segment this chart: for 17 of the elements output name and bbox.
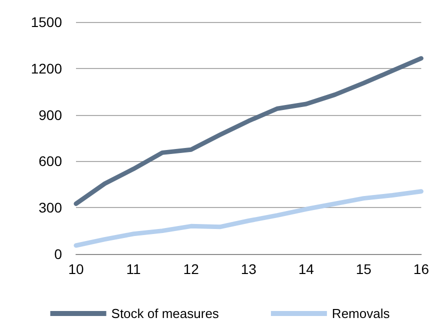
y-tick-label: 1200 [30,60,62,76]
x-tick-label: 12 [183,261,200,277]
x-tick-label: 11 [126,261,142,277]
legend-label: Removals [332,306,390,321]
x-tick-label: 15 [356,261,372,277]
y-tick-label: 0 [54,246,62,262]
line-series [74,189,424,248]
y-tick-label: 300 [38,200,62,216]
legend-label: Stock of measures [111,306,220,321]
x-tick-label: 13 [240,261,257,277]
y-tick-label: 1500 [30,14,62,30]
x-tick-label: 14 [298,261,314,277]
y-tick-label: 900 [38,106,62,123]
line-series [74,56,424,206]
x-tick-label: 16 [413,261,430,277]
y-tick-label: 600 [38,153,62,170]
x-tick-label: 10 [68,261,84,277]
